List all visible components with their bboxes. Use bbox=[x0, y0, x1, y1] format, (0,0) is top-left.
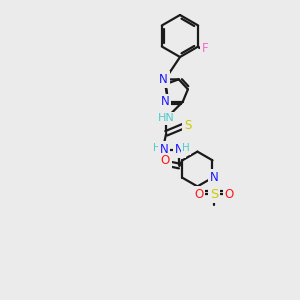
Text: O: O bbox=[224, 188, 234, 201]
Text: H: H bbox=[153, 143, 161, 153]
Text: F: F bbox=[202, 41, 208, 55]
Text: N: N bbox=[161, 95, 170, 108]
Text: N: N bbox=[160, 143, 168, 156]
Text: N: N bbox=[159, 73, 168, 86]
Text: S: S bbox=[184, 119, 191, 132]
Text: O: O bbox=[161, 154, 170, 167]
Text: N: N bbox=[175, 143, 184, 156]
Text: H: H bbox=[182, 143, 190, 153]
Text: N: N bbox=[210, 171, 218, 184]
Text: O: O bbox=[194, 188, 204, 201]
Text: S: S bbox=[210, 188, 218, 201]
Text: HN: HN bbox=[158, 113, 175, 123]
